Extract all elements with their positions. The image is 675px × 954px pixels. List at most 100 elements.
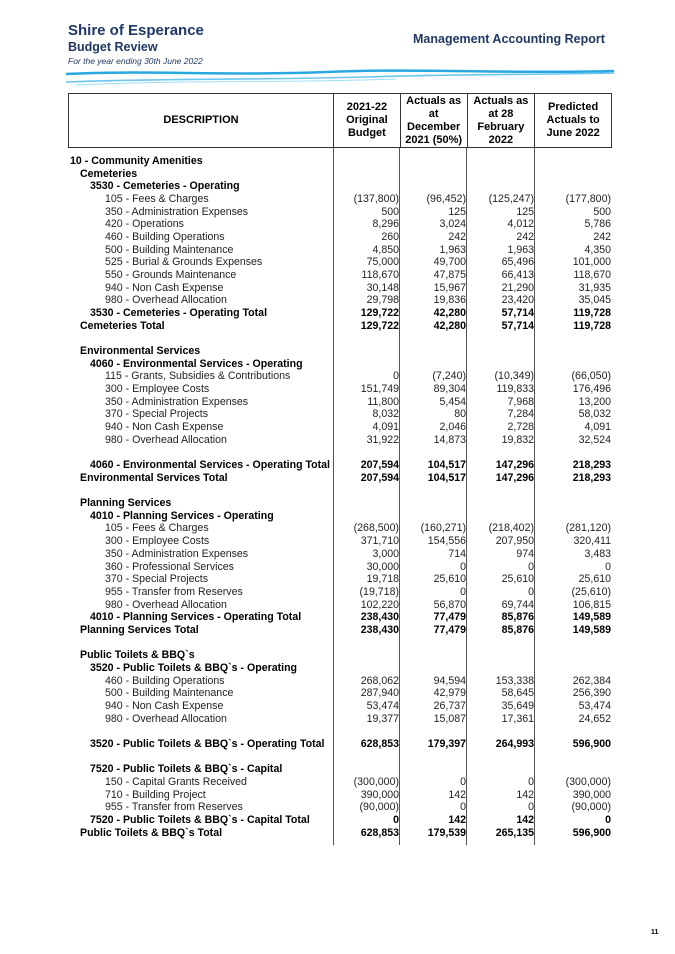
reporting-period: For the year ending 30th June 2022 xyxy=(68,56,203,66)
row-value: 25,610 xyxy=(578,573,611,586)
row-value: 147,296 xyxy=(495,471,534,484)
row-value: 390,000 xyxy=(360,788,399,801)
row-description xyxy=(68,484,333,497)
row-value: 21,290 xyxy=(501,281,534,294)
row-value: (218,402) xyxy=(488,522,534,535)
column-header-actuals-february: Actuals as at 28 February 2022 xyxy=(466,94,535,147)
row-value xyxy=(467,180,535,193)
row-value xyxy=(467,751,535,764)
row-value: 15,967 xyxy=(433,281,466,294)
row-value: 56,870 xyxy=(433,598,466,611)
row-description: Public Toilets & BBQ`s xyxy=(80,649,195,662)
row-value: 500 xyxy=(381,205,399,218)
row-value: 0 xyxy=(460,775,466,788)
row-value: 85,876 xyxy=(501,611,534,624)
row-value: 4,350 xyxy=(584,243,611,256)
row-description: 940 - Non Cash Expense xyxy=(105,421,224,434)
row-value: 142 xyxy=(516,788,534,801)
row-description: 4060 - Environmental Services - Operatin… xyxy=(90,357,303,370)
row-description: 360 - Professional Services xyxy=(105,560,234,573)
row-description: 980 - Overhead Allocation xyxy=(105,598,227,611)
row-value xyxy=(535,751,612,764)
row-value: 4,850 xyxy=(372,243,399,256)
row-value xyxy=(535,155,612,168)
row-value: 238,430 xyxy=(360,611,399,624)
row-description: 940 - Non Cash Expense xyxy=(105,281,224,294)
page-number: 11 xyxy=(651,929,659,936)
row-value xyxy=(400,358,467,371)
row-value xyxy=(333,725,400,738)
row-value xyxy=(400,497,467,510)
organisation-name: Shire of Esperance xyxy=(68,22,204,39)
row-description: 370 - Special Projects xyxy=(105,573,209,586)
row-value: 129,722 xyxy=(360,307,399,320)
row-value: 80 xyxy=(454,408,466,421)
row-value: 24,652 xyxy=(578,712,611,725)
row-description: Environmental Services xyxy=(80,345,201,358)
row-description: Cemeteries Total xyxy=(80,319,165,332)
row-value: 142 xyxy=(448,788,466,801)
row-value: 30,000 xyxy=(366,560,399,573)
row-value: 974 xyxy=(516,547,534,560)
column-divider xyxy=(466,148,467,846)
column-header-actuals-december: Actuals as at December 2021 (50%) xyxy=(399,94,467,147)
decorative-wave-line xyxy=(66,69,614,86)
row-value xyxy=(467,155,535,168)
row-value: 142 xyxy=(516,813,534,826)
row-value: (300,000) xyxy=(353,775,399,788)
row-value xyxy=(400,345,467,358)
row-value: 129,722 xyxy=(360,319,399,332)
row-value xyxy=(467,763,535,776)
row-value xyxy=(467,510,535,523)
row-value: 0 xyxy=(528,560,534,573)
row-description: 300 - Employee Costs xyxy=(105,383,210,396)
row-value xyxy=(400,446,467,459)
row-value: 207,594 xyxy=(360,471,399,484)
table-row: 500 - Building Maintenance 287,940 42,979 5… xyxy=(68,687,612,700)
table-row: 955 - Transfer from Reserves (19,718) 0 0 (2… xyxy=(68,586,612,599)
table-header: DESCRIPTION 2021-22 Original Budget Actu… xyxy=(68,93,612,148)
table-row: 980 - Overhead Allocation 29,798 19,836 23,… xyxy=(68,294,612,307)
row-description: Planning Services xyxy=(80,497,172,510)
table-row: 150 - Capital Grants Received (300,000) 0 0… xyxy=(68,776,612,789)
row-value xyxy=(400,763,467,776)
row-description: 10 - Community Amenities xyxy=(70,155,203,167)
row-value xyxy=(535,345,612,358)
table-row: 460 - Building Operations 268,062 94,594 15… xyxy=(68,675,612,688)
table-row: 370 - Special Projects 19,718 25,610 25,610… xyxy=(68,573,612,586)
table-row-heading: Cemeteries Total 129,722 42,280 57,714 119,7… xyxy=(68,320,612,333)
table-row: 940 - Non Cash Expense 30,148 15,967 21,290… xyxy=(68,282,612,295)
table-row: 420 - Operations 8,296 3,024 4,012 5,786 xyxy=(68,218,612,231)
row-description: 500 - Building Maintenance xyxy=(105,243,234,256)
table-row-spacer xyxy=(68,751,612,764)
row-value: 5,786 xyxy=(584,218,611,231)
row-value: 19,836 xyxy=(433,294,466,307)
row-value: 35,045 xyxy=(578,294,611,307)
row-value xyxy=(333,446,400,459)
row-value: 42,280 xyxy=(433,307,466,320)
row-value: 3,000 xyxy=(372,547,399,560)
row-value xyxy=(535,332,612,345)
column-header-predicted-actuals: Predicted Actuals to June 2022 xyxy=(534,94,611,147)
table-row: 370 - Special Projects 8,032 80 7,284 58,032 xyxy=(68,408,612,421)
row-value xyxy=(333,168,400,181)
row-value xyxy=(333,763,400,776)
table-row-heading: 10 - Community Amenities xyxy=(68,155,612,168)
row-value: (90,000) xyxy=(359,801,399,814)
row-value: 42,979 xyxy=(433,687,466,700)
row-value: 77,479 xyxy=(433,611,466,624)
row-description: Planning Services Total xyxy=(80,623,199,636)
row-value: 13,200 xyxy=(578,395,611,408)
row-value xyxy=(467,725,535,738)
row-value: 0 xyxy=(393,813,399,826)
row-description: Environmental Services Total xyxy=(80,471,228,484)
row-value xyxy=(467,484,535,497)
row-value: 4,012 xyxy=(507,218,534,231)
table-row-heading: 7520 - Public Toilets & BBQ`s - Capital xyxy=(68,763,612,776)
row-value: 77,479 xyxy=(433,623,466,636)
row-description: 980 - Overhead Allocation xyxy=(105,712,227,725)
row-value xyxy=(535,662,612,675)
table-row: 360 - Professional Services 30,000 0 0 0 xyxy=(68,561,612,574)
row-value xyxy=(333,510,400,523)
row-value: 102,220 xyxy=(360,598,399,611)
